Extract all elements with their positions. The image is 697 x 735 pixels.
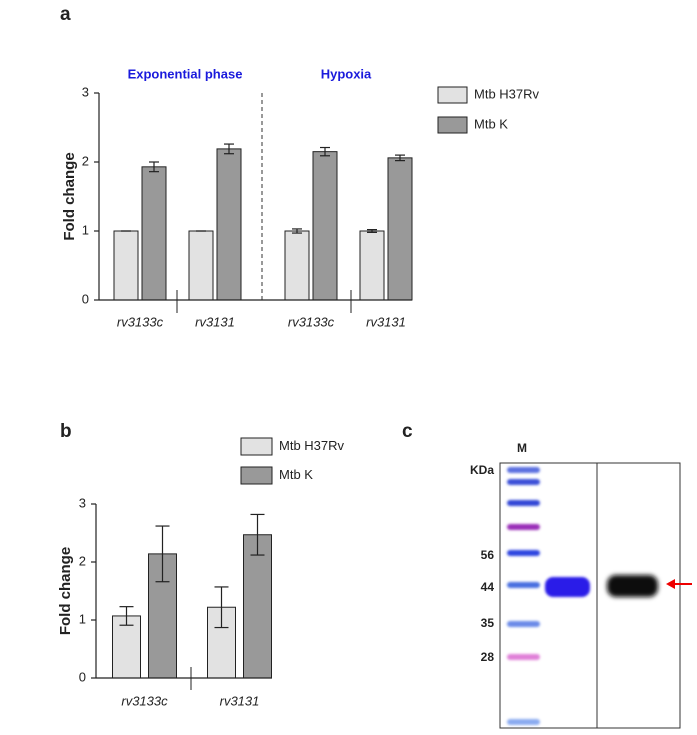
arrow-head	[666, 579, 675, 589]
legend-label: Mtb H37Rv	[279, 438, 345, 453]
error-bar	[155, 525, 170, 583]
bar	[312, 151, 338, 301]
y-tick-label: 2	[79, 553, 86, 568]
ladder-band	[507, 467, 540, 473]
bar	[141, 166, 167, 301]
legend-label: Mtb K	[279, 467, 313, 482]
marker-label: 44	[481, 580, 495, 594]
legend-label: Mtb K	[474, 116, 508, 131]
gel-frame	[499, 462, 681, 729]
error-bar	[320, 146, 330, 157]
bar	[243, 534, 272, 679]
ladder-band	[507, 621, 540, 627]
ladder-band	[507, 719, 540, 725]
marker-label: 56	[481, 548, 495, 562]
protein-band	[545, 577, 590, 597]
y-tick-label: 2	[82, 153, 89, 168]
y-tick-label: 3	[82, 84, 89, 99]
panel-label: a	[60, 4, 71, 25]
ladder-band	[507, 582, 540, 588]
panel-label: b	[60, 421, 72, 442]
condition-label: Hypoxia	[321, 66, 372, 81]
x-tick-label: rv3131	[195, 314, 235, 329]
ladder-band	[507, 479, 540, 485]
x-tick-label: rv3133c	[117, 314, 164, 329]
legend-swatch	[240, 466, 273, 485]
ladder-band	[507, 654, 540, 660]
y-tick-label: 3	[79, 495, 86, 510]
condition-label: Exponential phase	[128, 66, 243, 81]
error-bar	[395, 154, 405, 162]
bar	[188, 230, 214, 301]
error-bar	[292, 228, 302, 234]
bar	[387, 157, 413, 301]
y-tick-label: 0	[79, 669, 86, 684]
ladder-band	[507, 500, 540, 506]
unit-label: KDa	[470, 463, 494, 477]
x-tick-label: rv3133c	[121, 693, 168, 708]
panel-label: c	[402, 421, 413, 442]
legend-swatch	[437, 116, 468, 134]
bar	[112, 615, 141, 679]
legend-swatch	[437, 86, 468, 104]
error-bar	[250, 513, 265, 556]
lane-label: M	[517, 441, 527, 455]
error-bar	[367, 229, 377, 233]
x-tick-label: rv3131	[220, 693, 260, 708]
bar	[207, 606, 236, 679]
bar	[359, 230, 385, 301]
error-bar	[119, 606, 134, 626]
marker-label: 35	[481, 616, 495, 630]
bar	[113, 230, 139, 301]
y-tick-label: 1	[82, 222, 89, 237]
western-band	[607, 575, 658, 597]
ladder	[507, 467, 540, 725]
y-axis-label: Fold change	[61, 152, 78, 240]
bar	[216, 148, 242, 301]
legend-swatch	[240, 437, 273, 456]
x-tick-label: rv3131	[366, 314, 406, 329]
legend-label: Mtb H37Rv	[474, 86, 540, 101]
bar	[284, 230, 310, 301]
ladder-band	[507, 524, 540, 530]
error-bar	[149, 161, 159, 173]
error-bar	[214, 586, 229, 629]
x-tick-label: rv3133c	[288, 314, 335, 329]
y-axis-label: Fold change	[57, 547, 74, 635]
y-tick-label: 1	[79, 611, 86, 626]
error-bar	[224, 143, 234, 155]
y-tick-label: 0	[82, 291, 89, 306]
marker-label: 28	[481, 650, 495, 664]
ladder-band	[507, 550, 540, 556]
